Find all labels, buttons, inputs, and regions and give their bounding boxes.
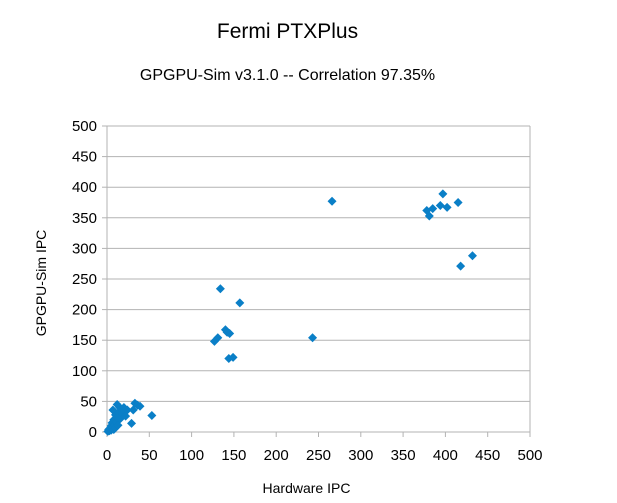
y-axis-title: GPGPU-Sim IPC <box>33 230 49 337</box>
data-point <box>235 298 245 308</box>
data-point <box>127 418 137 428</box>
data-point <box>112 399 122 409</box>
data-point <box>327 196 337 206</box>
data-point <box>135 401 145 411</box>
data-point <box>456 261 466 271</box>
y-axis-ticks: 0 50 100 150 200 250 300 350 400 450 500 <box>72 118 107 441</box>
data-point <box>122 405 132 415</box>
x-tick-label: 300 <box>348 447 373 464</box>
data-point <box>228 352 238 362</box>
data-point <box>108 405 118 415</box>
data-point <box>467 251 477 261</box>
data-point <box>128 405 138 415</box>
x-tick-label: 350 <box>391 447 416 464</box>
y-tick-label: 200 <box>72 302 97 319</box>
x-tick-label: 0 <box>103 447 111 464</box>
x-tick-label: 200 <box>264 447 289 464</box>
data-point <box>435 201 445 211</box>
y-tick-label: 150 <box>72 332 97 349</box>
x-tick-label: 250 <box>306 447 331 464</box>
data-point <box>113 420 123 430</box>
data-point <box>225 328 235 338</box>
y-tick-label: 400 <box>72 179 97 196</box>
data-point <box>215 284 225 294</box>
data-point <box>438 189 448 199</box>
data-point <box>428 204 438 214</box>
data-point <box>442 202 452 212</box>
y-tick-label: 350 <box>72 210 97 227</box>
data-point <box>308 333 318 343</box>
chart-subtitle: GPGPU-Sim v3.1.0 -- Correlation 97.35% <box>139 67 436 84</box>
y-tick-label: 300 <box>72 240 97 257</box>
x-tick-label: 100 <box>179 447 204 464</box>
data-point <box>147 410 157 420</box>
x-tick-label: 150 <box>221 447 246 464</box>
data-point <box>213 333 223 343</box>
y-tick-label: 0 <box>89 424 97 441</box>
chart-title: Fermi PTXPlus <box>216 20 359 43</box>
x-tick-label: 400 <box>433 447 458 464</box>
data-point <box>453 198 463 207</box>
y-tick-label: 250 <box>72 271 97 288</box>
x-tick-label: 500 <box>517 447 542 464</box>
y-tick-label: 50 <box>80 393 97 410</box>
data-point <box>424 211 434 221</box>
x-axis-title: Hardware IPC <box>263 480 351 496</box>
x-tick-label: 50 <box>141 447 158 464</box>
y-tick-label: 100 <box>72 363 97 380</box>
x-axis-ticks: 0 50 100 150 200 250 300 350 400 450 500 <box>103 432 543 464</box>
grid-lines <box>107 125 531 432</box>
y-tick-label: 500 <box>72 118 97 135</box>
data-points <box>103 189 477 436</box>
y-tick-label: 450 <box>72 149 97 166</box>
x-tick-label: 450 <box>475 447 500 464</box>
